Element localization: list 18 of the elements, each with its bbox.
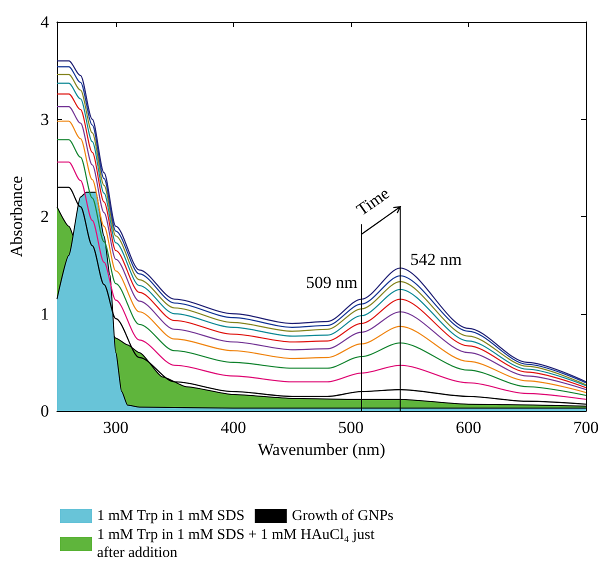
- ref-line-label: 542 nm: [410, 250, 462, 269]
- legend-label: 1 mM Trp in 1 mM SDS + 1 mM HAuCl₄ just after addition: [97, 527, 376, 561]
- x-tick-label: 700: [573, 418, 599, 437]
- x-tick-label: 400: [220, 418, 246, 437]
- legend-label: Growth of GNPs: [292, 508, 394, 524]
- y-tick-label: 2: [40, 207, 49, 226]
- x-tick-label: 500: [338, 418, 364, 437]
- ref-line-label: 509 nm: [306, 273, 358, 292]
- x-tick-label: 300: [103, 418, 129, 437]
- y-axis-title: Absorbance: [7, 176, 26, 258]
- y-tick-label: 0: [40, 402, 49, 420]
- legend-label: 1 mM Trp in 1 mM SDS: [97, 508, 245, 524]
- x-tick-label: 600: [456, 418, 482, 437]
- y-tick-label: 3: [40, 110, 49, 129]
- y-tick-label: 1: [40, 304, 49, 324]
- x-axis-title: Wavenumber (nm): [258, 440, 386, 459]
- annotation: Time: [352, 184, 393, 220]
- y-tick-label: 4: [40, 12, 50, 32]
